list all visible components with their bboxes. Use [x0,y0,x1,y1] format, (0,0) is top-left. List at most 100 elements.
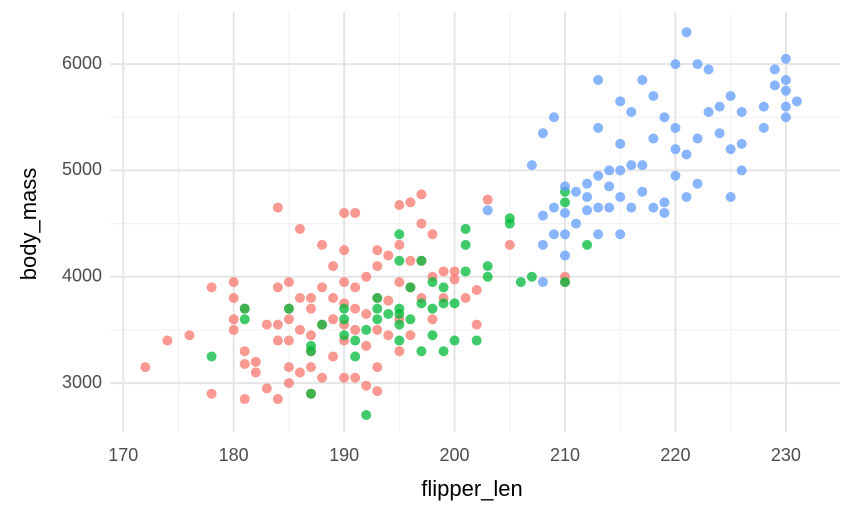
point [780,75,791,86]
y-axis-title: body_mass [16,168,41,281]
point [670,170,681,181]
point [350,207,361,218]
point [548,202,559,213]
y-tick-label: 5000 [62,159,102,179]
point [582,192,593,203]
point [317,372,328,383]
point [648,91,659,101]
point [560,250,571,261]
point [339,207,350,218]
point [372,245,383,256]
point [681,27,692,38]
point [394,239,405,250]
point [670,144,681,155]
point [537,239,548,250]
point [372,261,383,272]
point [383,308,394,319]
point [427,229,438,240]
point [725,91,736,101]
point [427,330,438,341]
point [582,178,593,189]
point [615,96,626,107]
point [725,192,736,203]
point [471,335,482,346]
point [593,75,604,86]
point [228,314,239,325]
y-tick-label: 3000 [62,372,102,392]
point [537,210,548,221]
point [405,197,416,208]
point [383,295,394,306]
point [328,293,339,304]
point [394,229,405,240]
point [361,324,372,335]
point [339,314,350,325]
y-tick-label: 4000 [62,266,102,286]
point [261,319,272,330]
grid [110,12,840,432]
point [394,335,405,346]
point [272,202,283,213]
point [228,293,239,304]
point [416,255,427,266]
point [350,324,361,335]
point [460,239,471,250]
point [372,324,383,335]
point [482,194,493,205]
point [317,282,328,293]
point [604,202,615,213]
point [405,255,416,266]
x-axis-title: flipper_len [421,476,523,501]
point [272,394,283,405]
point [283,362,294,373]
point [372,386,383,397]
point [350,282,361,293]
point [405,282,416,293]
point [615,192,626,203]
point [471,285,482,296]
point [339,245,350,256]
point [294,367,305,378]
point [604,165,615,176]
point [593,122,604,133]
point [504,239,515,250]
point [206,388,217,399]
point [350,335,361,346]
point [294,293,305,304]
point [626,160,637,171]
point [571,218,582,229]
x-tick-label: 180 [219,445,249,465]
point [537,128,548,139]
point [239,346,250,357]
point [250,367,261,378]
point [593,202,604,213]
point [162,335,173,346]
point [184,330,195,341]
point [305,303,316,314]
point [394,308,405,319]
point [383,330,394,341]
point [206,282,217,293]
point [239,394,250,405]
point [560,207,571,218]
point [206,351,217,362]
point [394,199,405,210]
point [637,160,648,171]
point [791,96,802,107]
point [427,303,438,314]
point [438,346,449,357]
point [615,138,626,149]
point [736,138,747,149]
point [239,358,250,369]
point [780,101,791,112]
point [305,346,316,357]
point [659,207,670,218]
point [361,308,372,319]
point [692,59,703,70]
point [582,239,593,250]
point [283,314,294,325]
point [769,64,780,75]
point [681,192,692,203]
point [350,372,361,383]
